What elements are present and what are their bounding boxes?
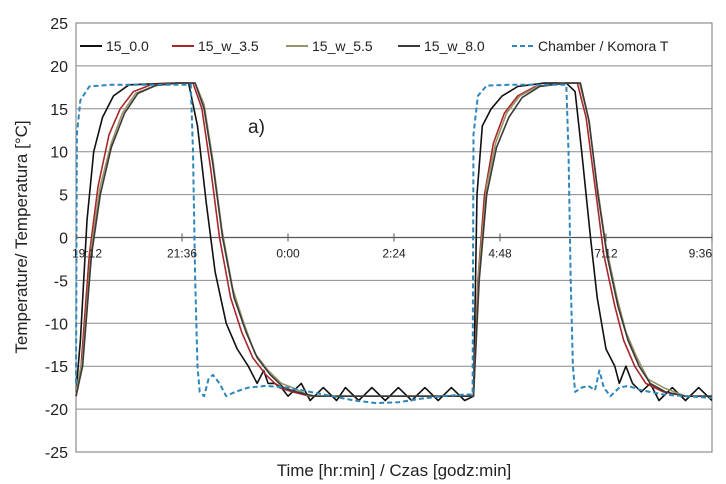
y-tick-label: -25 (45, 445, 68, 462)
x-tick-label: 7:12 (594, 247, 618, 261)
x-tick-label: 4:48 (488, 247, 512, 261)
legend-label: 15_w_8.0 (424, 38, 485, 54)
x-axis-title: Time [hr:min] / Czas [godz:min] (277, 461, 512, 480)
legend: 15_0.0 15_w_3.5 15_w_5.5 15_w_8.0 Chamber / … (80, 38, 669, 54)
y-tick-labels: -25 -20 -15 -10 -5 0 5 10 15 20 25 (45, 16, 68, 462)
y-tick-label: 20 (50, 59, 68, 76)
x-tick-label: 21:36 (167, 247, 197, 261)
annotation-label: a) (248, 117, 265, 138)
series-layer (75, 82, 713, 405)
legend-label: 15_0.0 (106, 38, 149, 54)
y-tick-label: 5 (59, 188, 68, 205)
series-line-0 (75, 82, 713, 402)
x-tick-label: 19:12 (72, 247, 102, 261)
legend-label: 15_w_5.5 (312, 38, 373, 54)
series-line-4 (75, 83, 713, 405)
y-tick-label: 25 (50, 16, 68, 33)
y-tick-label: 15 (50, 102, 68, 119)
legend-label: 15_w_3.5 (198, 38, 259, 54)
y-axis-title: Temperature/ Temperatura [°C] (12, 120, 31, 353)
x-tick-label: 0:00 (276, 247, 300, 261)
y-tick-label: -15 (45, 359, 68, 376)
x-tick-label: 9:36 (689, 247, 713, 261)
legend-label: Chamber / Komora T (538, 38, 669, 54)
x-tick-label: 2:24 (382, 247, 406, 261)
y-tick-label: -20 (45, 402, 68, 419)
x-tick-labels: 19:12 21:36 0:00 2:24 4:48 7:12 9:36 (72, 233, 713, 261)
y-tick-label: 10 (50, 145, 68, 162)
series-line-3 (75, 82, 712, 398)
y-tick-label: 0 (59, 231, 68, 248)
y-tick-label: -10 (45, 316, 68, 333)
y-tick-label: -5 (54, 273, 68, 290)
